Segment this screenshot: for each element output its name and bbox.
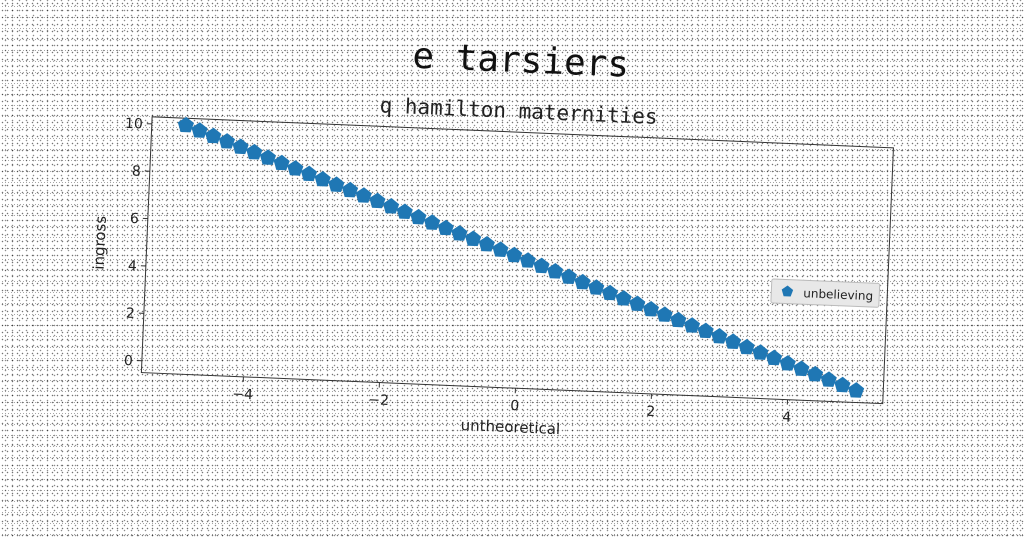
y-tick-label: 10 <box>125 116 143 133</box>
data-point <box>629 295 646 311</box>
data-point <box>560 268 577 284</box>
chart-title: e tarsiers <box>412 36 630 86</box>
x-tick-label: −2 <box>368 392 389 409</box>
y-tick-label: 8 <box>132 164 142 180</box>
legend-label: unbelieving <box>803 286 873 303</box>
y-tick-label: 2 <box>126 306 136 322</box>
data-point <box>642 301 659 317</box>
data-point <box>533 257 550 273</box>
data-point <box>615 290 632 306</box>
data-point <box>437 219 454 235</box>
data-point <box>260 149 277 165</box>
data-point <box>232 138 249 154</box>
y-axis-label: ingross <box>90 215 110 270</box>
data-point <box>834 376 851 392</box>
data-point <box>684 317 701 333</box>
data-point <box>355 187 372 203</box>
data-point <box>793 360 810 376</box>
x-tick-label: 4 <box>782 409 792 425</box>
data-point <box>205 127 222 143</box>
data-point <box>779 355 796 371</box>
data-point <box>848 382 865 398</box>
data-point <box>697 322 714 338</box>
data-point <box>670 311 687 327</box>
data-point <box>273 154 290 170</box>
data-point <box>547 263 564 279</box>
data-point <box>492 241 509 257</box>
data-point <box>328 176 345 192</box>
data-point <box>424 214 441 230</box>
data-point <box>396 203 413 219</box>
data-point <box>711 328 728 344</box>
data-point <box>656 306 673 322</box>
y-tick-label: 4 <box>128 258 138 274</box>
data-point <box>519 252 536 268</box>
y-tick-label: 0 <box>124 353 134 369</box>
x-axis-label: untheoretical <box>460 416 560 438</box>
data-point <box>342 181 359 197</box>
data-point <box>287 160 304 176</box>
data-point <box>506 246 523 262</box>
data-point <box>820 371 837 387</box>
legend: unbelieving <box>771 279 880 308</box>
x-tick-label: 2 <box>646 404 656 420</box>
data-point <box>314 171 331 187</box>
data-point <box>246 144 263 160</box>
data-point <box>574 274 591 290</box>
data-point <box>451 225 468 241</box>
y-tick-label: 6 <box>130 211 140 227</box>
data-point <box>301 165 318 181</box>
series-points <box>168 116 875 397</box>
data-point <box>588 279 605 295</box>
data-point <box>752 344 769 360</box>
data-point <box>601 284 618 300</box>
data-point <box>218 133 235 149</box>
data-point <box>807 366 824 382</box>
data-point <box>465 230 482 246</box>
data-point <box>191 122 208 138</box>
data-point <box>738 339 755 355</box>
x-tick-label: −4 <box>232 386 253 403</box>
data-point <box>369 192 386 208</box>
chart-subtitle: q hamilton maternities <box>379 93 658 129</box>
x-tick-label: 0 <box>510 398 520 414</box>
data-point <box>725 333 742 349</box>
data-point <box>478 236 495 252</box>
data-point <box>383 198 400 214</box>
data-point <box>410 209 427 225</box>
data-point <box>766 349 783 365</box>
